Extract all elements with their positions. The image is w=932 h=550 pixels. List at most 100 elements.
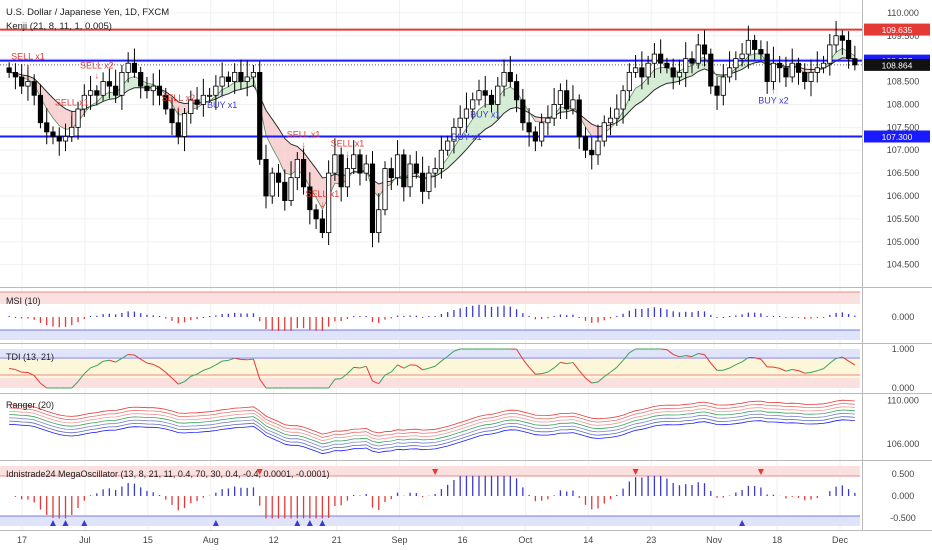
tag-last-text: 108.864 (882, 60, 913, 70)
candle-body (701, 44, 708, 55)
tdi-title[interactable]: TDI (13, 21) (6, 352, 55, 362)
tdi-seg (447, 350, 455, 357)
tdi-seg (785, 369, 793, 372)
tdi-seg (823, 362, 831, 369)
tdi-seg (541, 371, 549, 375)
cloud-seg (240, 80, 248, 90)
price-tick-label: 108.000 (887, 99, 920, 109)
candle-body (307, 186, 313, 211)
cloud-seg (234, 81, 241, 91)
ranger-band (9, 403, 855, 438)
candle-body (827, 44, 833, 64)
tdi-seg (184, 375, 192, 382)
tdi-seg (334, 378, 342, 380)
cloud-seg (59, 104, 66, 130)
candle-body (695, 44, 701, 64)
candle-body (12, 71, 18, 78)
msi-title[interactable]: MSI (10) (6, 296, 41, 306)
tdi-seg (760, 358, 768, 368)
candle-body (19, 76, 25, 87)
candle-body (726, 67, 733, 78)
ranger-title[interactable]: Ranger (20) (6, 400, 55, 410)
tdi-seg (90, 365, 98, 369)
tdi-seg (810, 370, 818, 373)
cloud-seg (453, 137, 461, 163)
tdi-seg (359, 365, 367, 369)
time-axis[interactable]: 17 Jul 15 Aug 12 21 Sep 16 Oct 14 23 Nov 18 Dec (17, 535, 849, 545)
candle-body (770, 62, 777, 82)
candle-body (802, 71, 808, 82)
candle-body (288, 177, 294, 201)
tdi-seg (441, 355, 448, 362)
candle-body (846, 39, 852, 60)
symbol-title[interactable]: U.S. Dollar / Japanese Yen, 1D, FXCM (6, 7, 170, 18)
tdi-seg (773, 366, 780, 369)
candle-body (363, 163, 369, 174)
msi-upper-zone (0, 292, 860, 304)
tdi-seg (779, 367, 787, 372)
cloud-seg (491, 98, 498, 126)
cloud-seg (96, 95, 104, 105)
tdi-tick-low: 0.000 (892, 383, 915, 393)
candle-body (401, 154, 407, 188)
tdi-seg (560, 361, 567, 365)
candle-body (44, 122, 50, 133)
tdi-seg (196, 369, 204, 375)
sell-label: SELL x1 (331, 139, 365, 149)
tag-blue-lower-box (864, 130, 930, 143)
candle-body (56, 136, 62, 142)
tdi-seg (535, 373, 542, 375)
candle-body (720, 76, 726, 96)
candle-body (676, 71, 683, 78)
candle-body (476, 90, 482, 101)
candle-body (783, 67, 789, 78)
candle-body (31, 81, 37, 96)
time-tick-label: 21 (332, 535, 342, 545)
tdi-seg (96, 360, 104, 366)
tdi-seg (203, 367, 210, 371)
tdi-seg (247, 358, 254, 361)
tdi-seg (616, 360, 624, 368)
cloud-seg (65, 108, 72, 130)
candle-body (426, 172, 432, 192)
tdi-seg (234, 357, 242, 361)
candle-body (25, 81, 31, 87)
cloud-seg (504, 87, 511, 114)
time-tick-label: Aug (203, 535, 219, 545)
cloud-seg (472, 109, 479, 143)
candle-body (213, 85, 219, 96)
signal-marks: SELL x1↓SELL x1↓SELL x2↓SELL x2↓SELL x1↓… (11, 52, 789, 209)
tdi-seg (553, 361, 561, 369)
candle-body (557, 90, 564, 105)
time-tick-label: 23 (646, 535, 656, 545)
candle-body (394, 154, 401, 179)
candle-body (250, 71, 257, 78)
tdi-seg (222, 359, 229, 362)
buy-arrow: ↑ (464, 122, 469, 132)
candle-body (100, 81, 106, 96)
cloud-seg (52, 98, 60, 126)
candle-body (119, 71, 125, 96)
tdi-seg (660, 348, 667, 351)
tdi-seg (691, 353, 699, 358)
time-tick-label: Oct (518, 535, 533, 545)
mega-sell-triangle (256, 469, 263, 475)
candle-body (238, 71, 244, 82)
mega-buy-triangle (212, 520, 219, 526)
candle-body (633, 67, 639, 73)
tdi-seg (83, 367, 91, 375)
candle-body (232, 71, 238, 82)
mega-sell-triangle (632, 469, 639, 475)
ranger-pane (9, 399, 855, 455)
candle-body (595, 140, 601, 156)
time-tick-label: 15 (143, 535, 153, 545)
candle-body (351, 154, 357, 169)
candle-body (388, 168, 394, 179)
tdi-seg (710, 362, 718, 371)
candle-body (6, 67, 12, 73)
slow-band (9, 57, 855, 185)
mega-title[interactable]: Idnistrade24 MegaOscillator (13, 8, 21, … (6, 469, 330, 479)
candles (6, 21, 858, 248)
cloud-seg (478, 104, 486, 135)
indicator-title[interactable]: Kenji (21, 8, 11, 1, 0.005) (6, 21, 112, 32)
